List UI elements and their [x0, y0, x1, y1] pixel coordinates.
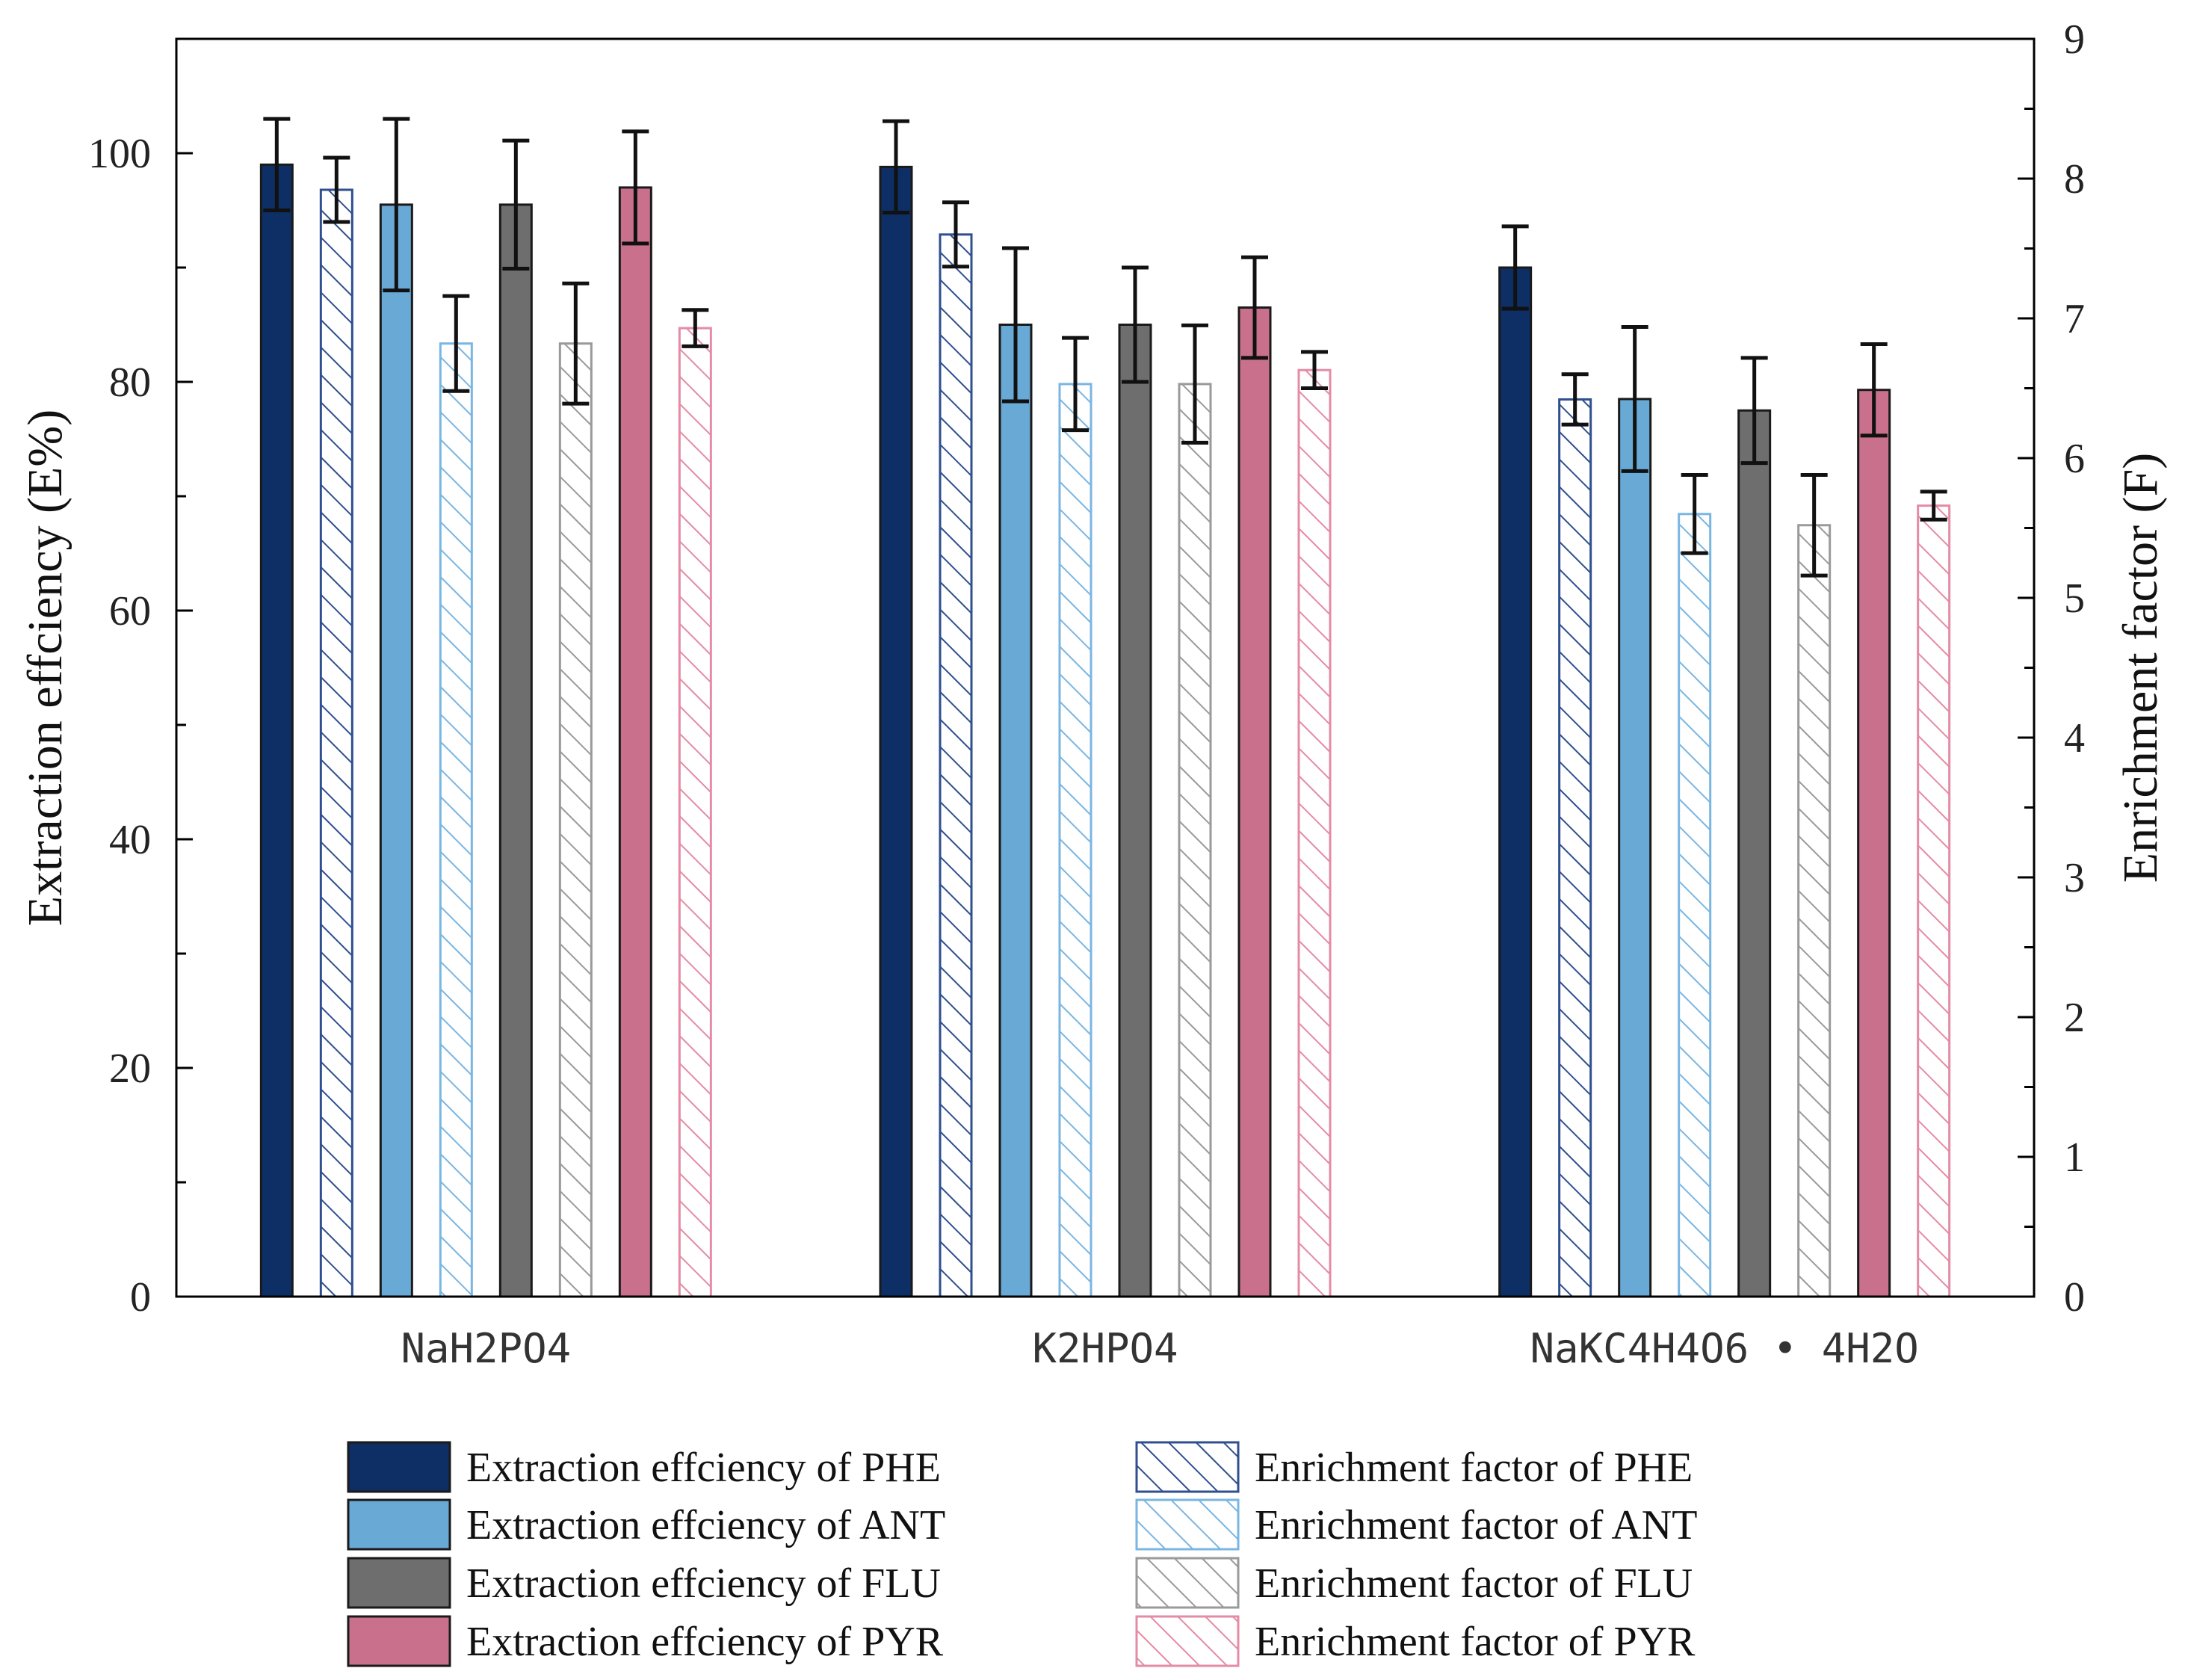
y-left-tick-label: 80	[109, 359, 151, 406]
legend-label: Enrichment factor of ANT	[1255, 1502, 1697, 1548]
legend-swatch	[1135, 1498, 1240, 1551]
legend-label: Enrichment factor of FLU	[1255, 1560, 1693, 1607]
legend-item: Extraction effciency of FLU	[347, 1557, 941, 1609]
bar-enrichment-factor-of-ant-1	[1058, 383, 1092, 1298]
error-bar	[1501, 224, 1529, 311]
error-bar	[1621, 325, 1648, 473]
legend-label: Enrichment factor of PHE	[1255, 1445, 1693, 1491]
bar-extraction-effciency-of-ant-2	[1618, 398, 1652, 1298]
error-bar	[1740, 356, 1768, 466]
y-right-tick-label: 2	[2064, 995, 2085, 1041]
error-bar	[1681, 472, 1708, 555]
y-left-tick-label: 0	[130, 1274, 151, 1321]
bar-enrichment-factor-of-flu-2	[1797, 524, 1832, 1298]
bar-enrichment-factor-of-phe-0	[319, 188, 353, 1298]
error-bar	[1301, 350, 1328, 390]
y-right-tick-label: 7	[2064, 296, 2085, 342]
error-bar	[383, 117, 410, 293]
bar-enrichment-factor-of-flu-1	[1178, 383, 1212, 1298]
y-left-tick-label: 100	[88, 131, 151, 177]
bar-extraction-effciency-of-flu-2	[1737, 409, 1772, 1298]
bar-extraction-effciency-of-phe-1	[879, 165, 913, 1298]
bars-layer	[259, 163, 1951, 1298]
legend-swatch	[1135, 1615, 1240, 1667]
x-category-label: NaKC4H4O6 • 4H2O	[1530, 1325, 1919, 1372]
bar-extraction-effciency-of-pyr-2	[1857, 389, 1891, 1298]
bar-extraction-effciency-of-pyr-1	[1237, 306, 1272, 1298]
y-right-tick-label: 3	[2064, 855, 2085, 901]
error-bar	[1181, 323, 1208, 445]
error-bars-layer	[263, 117, 1947, 578]
legend-label: Enrichment factor of PYR	[1255, 1619, 1696, 1665]
bar-enrichment-factor-of-pyr-0	[678, 327, 712, 1298]
bar-enrichment-factor-of-ant-0	[439, 342, 473, 1298]
legend-label: Extraction effciency of PHE	[466, 1445, 941, 1491]
legend-swatch	[347, 1498, 451, 1551]
legend-swatch	[347, 1557, 451, 1609]
bar-enrichment-factor-of-phe-1	[939, 233, 973, 1298]
error-bar	[1122, 265, 1149, 384]
y-left-tick-label: 60	[109, 588, 151, 634]
error-bar	[622, 129, 649, 246]
legend-item: Enrichment factor of FLU	[1135, 1557, 1693, 1609]
bar-extraction-effciency-of-phe-0	[259, 163, 294, 1298]
bar-extraction-effciency-of-ant-0	[379, 203, 413, 1298]
bar-extraction-effciency-of-flu-1	[1118, 324, 1152, 1298]
error-bar	[1002, 246, 1029, 404]
y-left-tick-label: 40	[109, 817, 151, 863]
legend-label: Extraction effciency of FLU	[466, 1560, 941, 1607]
error-bar	[1860, 342, 1888, 438]
x-category-label: NaH2PO4	[401, 1325, 572, 1372]
legend-item: Extraction effciency of PHE	[347, 1441, 941, 1493]
error-bar	[883, 119, 909, 215]
error-bar	[562, 281, 590, 406]
y-right-tick-label: 8	[2064, 156, 2085, 203]
y-right-tick-label: 6	[2064, 436, 2085, 482]
error-bar	[942, 200, 969, 269]
error-bar	[1561, 372, 1589, 427]
legend-swatch	[1135, 1557, 1240, 1609]
legend-swatch	[347, 1615, 451, 1667]
legend: Extraction effciency of PHE Enrichment fa…	[347, 1441, 1697, 1667]
error-bar	[323, 155, 350, 224]
error-bar	[682, 308, 709, 348]
error-bar	[1062, 336, 1089, 433]
y-right-tick-label: 4	[2064, 715, 2085, 762]
error-bar	[1800, 472, 1828, 578]
legend-item: Extraction effciency of ANT	[347, 1498, 945, 1551]
bar-extraction-effciency-of-ant-1	[998, 324, 1033, 1298]
y-axis-right-title: Enrichment factor (F)	[2113, 453, 2168, 883]
bar-enrichment-factor-of-pyr-2	[1917, 504, 1951, 1298]
y-right-tick-label: 9	[2064, 16, 2085, 63]
y-right-tick-label: 5	[2064, 575, 2085, 622]
y-axis-left-title: Extraction effciency (E%)	[18, 410, 72, 926]
legend-swatch	[347, 1441, 451, 1493]
legend-item: Extraction effciency of PYR	[347, 1615, 944, 1667]
bar-extraction-effciency-of-pyr-0	[618, 186, 652, 1298]
y-left-tick-label: 20	[109, 1046, 151, 1092]
y-right-tick-label: 1	[2064, 1134, 2085, 1181]
error-bar	[502, 138, 530, 271]
error-bar	[442, 294, 470, 393]
axes-layer: 0 20 40 60 80 100 0 1 2 3 4 5 6 7 8 9 NaH2PO4 K2HPO4 NaKC4…	[88, 16, 2085, 1372]
legend-label: Extraction effciency of PYR	[466, 1619, 944, 1665]
bar-enrichment-factor-of-pyr-1	[1297, 368, 1332, 1298]
legend-item: Enrichment factor of PYR	[1135, 1615, 1696, 1667]
y-right-tick-label: 0	[2064, 1274, 2085, 1321]
bar-enrichment-factor-of-phe-2	[1558, 398, 1592, 1298]
error-bar	[1241, 255, 1268, 360]
bar-extraction-effciency-of-flu-0	[498, 203, 533, 1298]
error-bar	[1920, 490, 1947, 522]
error-bar	[263, 117, 291, 212]
bar-extraction-effciency-of-phe-2	[1498, 266, 1533, 1298]
bar-enrichment-factor-of-ant-2	[1678, 513, 1712, 1298]
x-category-label: K2HPO4	[1032, 1325, 1178, 1372]
legend-item: Enrichment factor of PHE	[1135, 1441, 1693, 1493]
legend-swatch	[1135, 1441, 1240, 1493]
bar-enrichment-factor-of-flu-0	[558, 342, 593, 1298]
legend-label: Extraction effciency of ANT	[466, 1502, 945, 1548]
legend-item: Enrichment factor of ANT	[1135, 1498, 1697, 1551]
